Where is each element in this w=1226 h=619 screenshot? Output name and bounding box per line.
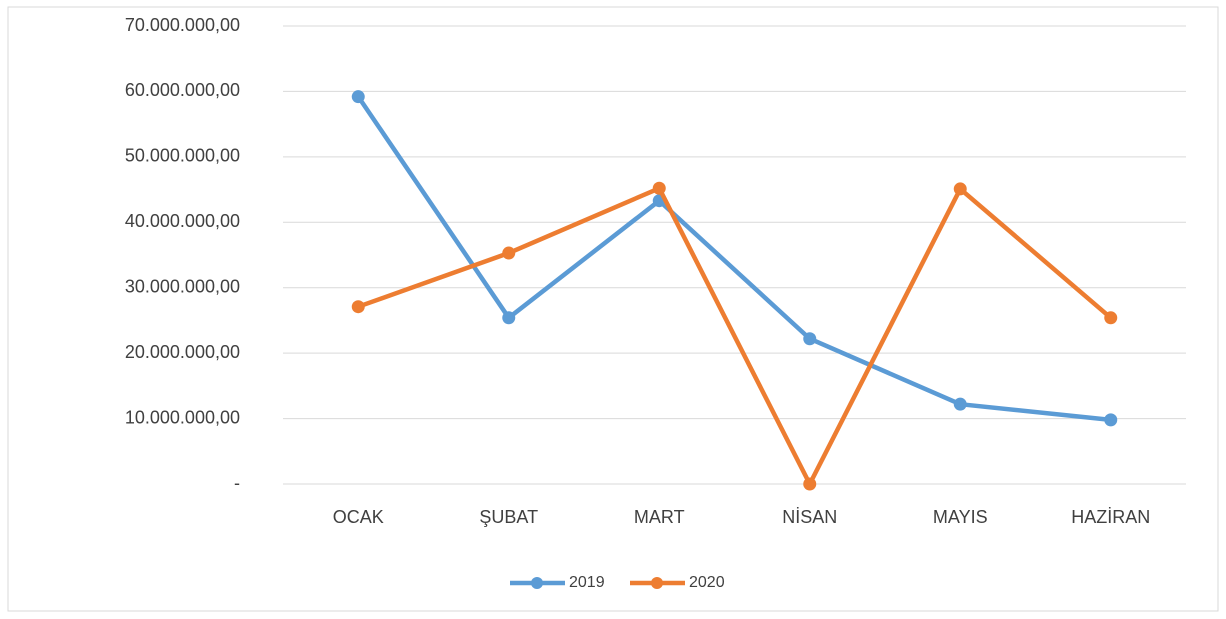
point [803,332,817,346]
point [953,182,967,196]
x-tick-label: MART [634,507,685,527]
point [953,397,967,411]
x-tick-label: HAZİRAN [1071,507,1150,527]
chart-frame [7,6,1219,612]
point [803,477,817,491]
y-tick-label: 70.000.000,00 [125,15,240,35]
y-tick-label: - [234,473,240,493]
series-line [356,95,1111,423]
point [351,300,365,314]
point [652,181,666,195]
point [502,311,516,325]
y-tick-label: 10.000.000,00 [125,407,240,427]
x-tick-label: MAYIS [933,507,988,527]
point [1104,413,1118,427]
legend-marker [651,577,663,589]
y-tick-label: 50.000.000,00 [125,146,240,166]
legend-label: 2020 [689,574,725,591]
x-tick-label: ŞUBAT [479,507,538,527]
point [502,246,516,260]
legend-marker [531,577,543,589]
point [1104,311,1118,325]
y-tick-label: 60.000.000,00 [125,80,240,100]
x-tick-label: NİSAN [782,507,837,527]
y-tick-label: 40.000.000,00 [125,211,240,231]
series-line [357,186,1113,487]
legend-label: 2019 [569,574,605,591]
y-tick-label: 20.000.000,00 [125,342,240,362]
point [351,90,365,104]
x-tick-label: OCAK [333,507,384,527]
y-tick-label: 30.000.000,00 [125,276,240,296]
